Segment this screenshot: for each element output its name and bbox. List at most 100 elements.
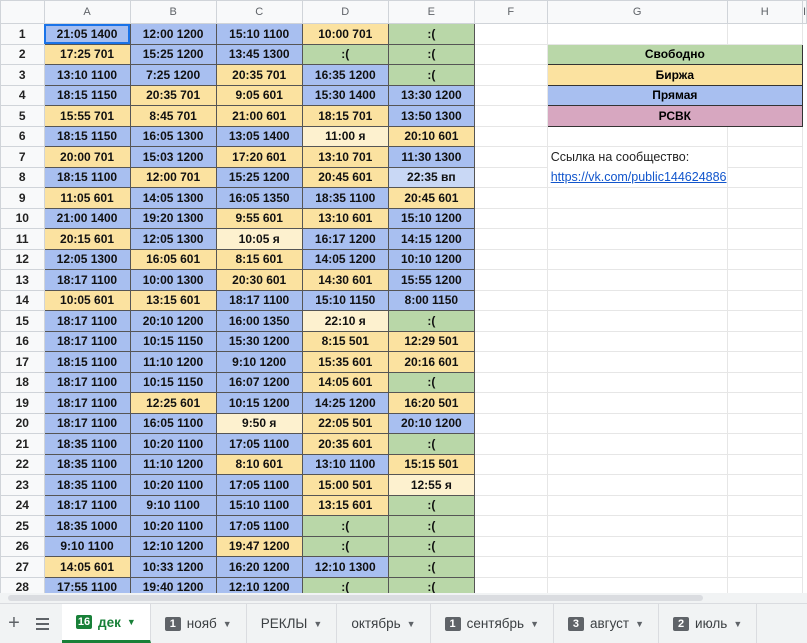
- cell-e14[interactable]: 15:10 1150: [301, 289, 389, 311]
- cell-f17[interactable]: 20:16 601: [387, 351, 475, 373]
- row-header[interactable]: 19: [0, 392, 45, 414]
- cell-b24[interactable]: 18:17 1100: [43, 494, 131, 516]
- cell-e19[interactable]: 14:25 1200: [301, 392, 389, 414]
- tab-1[interactable]: 1 нояб ▼: [151, 604, 247, 643]
- cell-c6[interactable]: 16:05 1300: [129, 125, 217, 147]
- cell-b23[interactable]: 18:35 1100: [43, 474, 131, 496]
- cell-b10[interactable]: 21:00 1400: [43, 207, 131, 229]
- column-header-f[interactable]: F: [473, 0, 548, 24]
- row-header[interactable]: 11: [0, 228, 45, 250]
- cell-g21[interactable]: [473, 433, 548, 455]
- cell-g7[interactable]: [473, 146, 548, 168]
- cell-d19[interactable]: 10:15 1200: [215, 392, 303, 414]
- caret-down-icon[interactable]: ▼: [406, 618, 416, 629]
- cell-e25[interactable]: :(: [301, 515, 389, 537]
- row-header[interactable]: 5: [0, 105, 45, 127]
- cell-i13[interactable]: [726, 269, 803, 291]
- cell-d20[interactable]: 9:50 я: [215, 412, 303, 434]
- legend-item[interactable]: РСВК: [546, 105, 803, 127]
- cell-i1[interactable]: [726, 23, 803, 45]
- cell-g6[interactable]: [473, 125, 548, 147]
- row-header[interactable]: 22: [0, 453, 45, 475]
- tab-6[interactable]: 2 июль ▼: [659, 604, 758, 643]
- cell-b6[interactable]: 18:15 1150: [43, 125, 131, 147]
- caret-down-icon[interactable]: ▼: [313, 618, 323, 629]
- cell-b16[interactable]: 18:17 1100: [43, 330, 131, 352]
- cell-f24[interactable]: :(: [387, 494, 475, 516]
- legend-item[interactable]: Прямая: [546, 84, 803, 106]
- cell-b2[interactable]: 17:25 701: [43, 43, 131, 65]
- row-header[interactable]: 9: [0, 187, 45, 209]
- cell-g23[interactable]: [473, 474, 548, 496]
- row-header[interactable]: 3: [0, 64, 45, 86]
- cell-c7[interactable]: 15:03 1200: [129, 146, 217, 168]
- cell-e28[interactable]: :(: [301, 576, 389, 593]
- cell-f4[interactable]: 13:30 1200: [387, 84, 475, 106]
- cell-h28[interactable]: [546, 576, 728, 593]
- cell-b22[interactable]: 18:35 1100: [43, 453, 131, 475]
- cell-f20[interactable]: 20:10 1200: [387, 412, 475, 434]
- cell-c2[interactable]: 15:25 1200: [129, 43, 217, 65]
- cell-i7[interactable]: [726, 146, 803, 168]
- cell-g18[interactable]: [473, 371, 548, 393]
- cell-b13[interactable]: 18:17 1100: [43, 269, 131, 291]
- cell-d27[interactable]: 16:20 1200: [215, 556, 303, 578]
- cell-c20[interactable]: 16:05 1100: [129, 412, 217, 434]
- legend-item[interactable]: Биржа: [546, 64, 803, 86]
- cell-b7[interactable]: 20:00 701: [43, 146, 131, 168]
- row-header[interactable]: 10: [0, 207, 45, 229]
- cell-b18[interactable]: 18:17 1100: [43, 371, 131, 393]
- cell-d7[interactable]: 17:20 601: [215, 146, 303, 168]
- cell-h10[interactable]: [546, 207, 728, 229]
- cell-e27[interactable]: 12:10 1300: [301, 556, 389, 578]
- column-header-c[interactable]: C: [215, 0, 303, 24]
- cell-f14[interactable]: 8:00 1150: [387, 289, 475, 311]
- cell-g16[interactable]: [473, 330, 548, 352]
- column-header-a[interactable]: A: [43, 0, 131, 24]
- cell-i6[interactable]: [726, 125, 803, 147]
- caret-down-icon[interactable]: ▼: [126, 617, 136, 627]
- cell-f21[interactable]: :(: [387, 433, 475, 455]
- cell-b28[interactable]: 17:55 1100: [43, 576, 131, 593]
- cell-e17[interactable]: 15:35 601: [301, 351, 389, 373]
- cell-f18[interactable]: :(: [387, 371, 475, 393]
- cell-e16[interactable]: 8:15 501: [301, 330, 389, 352]
- cell-b25[interactable]: 18:35 1000: [43, 515, 131, 537]
- cell-f26[interactable]: :(: [387, 535, 475, 557]
- row-header[interactable]: 13: [0, 269, 45, 291]
- row-header[interactable]: 20: [0, 412, 45, 434]
- cell-b21[interactable]: 18:35 1100: [43, 433, 131, 455]
- cell-i23[interactable]: [726, 474, 803, 496]
- cell-d5[interactable]: 21:00 601: [215, 105, 303, 127]
- column-header-g[interactable]: G: [546, 0, 728, 24]
- cell-h21[interactable]: [546, 433, 728, 455]
- cell-g17[interactable]: [473, 351, 548, 373]
- scrollbar-thumb[interactable]: [8, 595, 703, 601]
- cell-b27[interactable]: 14:05 601: [43, 556, 131, 578]
- row-header[interactable]: 17: [0, 351, 45, 373]
- cell-i19[interactable]: [726, 392, 803, 414]
- cell-i28[interactable]: [726, 576, 803, 593]
- cell-i12[interactable]: [726, 248, 803, 270]
- cell-h22[interactable]: [546, 453, 728, 475]
- cell-b5[interactable]: 15:55 701: [43, 105, 131, 127]
- cell-g25[interactable]: [473, 515, 548, 537]
- cell-i24[interactable]: [726, 494, 803, 516]
- cell-e13[interactable]: 14:30 601: [301, 269, 389, 291]
- caret-down-icon[interactable]: ▼: [530, 618, 539, 629]
- cell-b12[interactable]: 12:05 1300: [43, 248, 131, 270]
- cell-b11[interactable]: 20:15 601: [43, 228, 131, 250]
- caret-down-icon[interactable]: ▼: [733, 618, 743, 629]
- row-header[interactable]: 16: [0, 330, 45, 352]
- cell-g1[interactable]: [473, 23, 548, 45]
- cell-e1[interactable]: 10:00 701: [301, 23, 389, 45]
- cell-f27[interactable]: :(: [387, 556, 475, 578]
- cell-i9[interactable]: [726, 187, 803, 209]
- cell-d18[interactable]: 16:07 1200: [215, 371, 303, 393]
- cell-e22[interactable]: 13:10 1100: [301, 453, 389, 475]
- cell-f5[interactable]: 13:50 1300: [387, 105, 475, 127]
- tab-4[interactable]: 1 сентябрь ▼: [431, 604, 554, 643]
- cell-h1[interactable]: [546, 23, 728, 45]
- cell-c1[interactable]: 12:00 1200: [129, 23, 217, 45]
